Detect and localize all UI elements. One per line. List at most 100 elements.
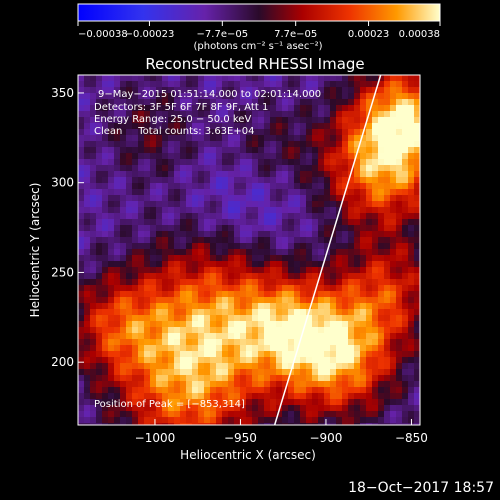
heatmap-cell [186,339,192,345]
heatmap-cell [204,249,210,255]
heatmap-cell [336,309,342,315]
heatmap-cell [78,195,84,201]
heatmap-cell [276,93,282,99]
heatmap-cell [258,201,264,207]
heatmap-cell [210,147,216,153]
heatmap-cell [228,165,234,171]
heatmap-cell [276,243,282,249]
heatmap-cell [258,135,264,141]
heatmap-cell [144,219,150,225]
heatmap-cell [300,363,306,369]
heatmap-cell [84,237,90,243]
heatmap-cell [216,363,222,369]
heatmap-cell [150,255,156,261]
heatmap-cell [150,75,156,81]
heatmap-cell [150,249,156,255]
heatmap-cell [402,351,408,357]
heatmap-cell [216,411,222,417]
heatmap-cell [108,339,114,345]
heatmap-cell [324,309,330,315]
heatmap-cell [108,273,114,279]
heatmap-cell [318,201,324,207]
heatmap-cell [318,297,324,303]
heatmap-cell [114,165,120,171]
heatmap-cell [306,369,312,375]
heatmap-cell [186,279,192,285]
heatmap-cell [330,177,336,183]
heatmap-cell [138,333,144,339]
heatmap-cell [390,159,396,165]
heatmap-cell [306,417,312,423]
heatmap-cell [84,87,90,93]
heatmap-cell [126,411,132,417]
heatmap-cell [192,153,198,159]
heatmap-cell [180,201,186,207]
heatmap-cell [144,177,150,183]
heatmap-cell [96,225,102,231]
heatmap-cell [324,339,330,345]
heatmap-cell [228,363,234,369]
heatmap-cell [372,141,378,147]
heatmap-cell [282,141,288,147]
heatmap-cell [402,171,408,177]
heatmap-cell [390,75,396,81]
heatmap-cell [360,249,366,255]
heatmap-cell [198,165,204,171]
heatmap-cell [402,237,408,243]
heatmap-cell [138,393,144,399]
heatmap-cell [318,309,324,315]
heatmap-cell [354,189,360,195]
heatmap-cell [132,165,138,171]
heatmap-cell [330,141,336,147]
heatmap-cell [354,75,360,81]
heatmap-cell [264,177,270,183]
heatmap-cell [336,297,342,303]
heatmap-cell [216,339,222,345]
heatmap-cell [402,387,408,393]
heatmap-cell [402,207,408,213]
heatmap-cell [258,267,264,273]
heatmap-cell [174,351,180,357]
heatmap-cell [372,381,378,387]
heatmap-cell [348,291,354,297]
heatmap-cell [354,165,360,171]
heatmap-cell [342,261,348,267]
heatmap-cell [360,165,366,171]
heatmap-cell [228,381,234,387]
heatmap-cell [162,117,168,123]
heatmap-cell [354,183,360,189]
heatmap-cell [390,165,396,171]
heatmap-cell [396,237,402,243]
heatmap-cell [384,219,390,225]
heatmap-cell [270,219,276,225]
heatmap-cell [306,285,312,291]
heatmap-cell [108,189,114,195]
heatmap-cell [258,207,264,213]
heatmap-cell [120,399,126,405]
heatmap-cell [120,117,126,123]
heatmap-cell [108,267,114,273]
heatmap-cell [300,183,306,189]
heatmap-cell [144,105,150,111]
heatmap-cell [336,171,342,177]
heatmap-cell [276,291,282,297]
heatmap-cell [222,219,228,225]
heatmap-cell [180,411,186,417]
heatmap-cell [348,315,354,321]
heatmap-cell [90,411,96,417]
heatmap-cell [144,327,150,333]
heatmap-cell [402,189,408,195]
heatmap-cell [318,147,324,153]
heatmap-cell [162,99,168,105]
heatmap-cell [132,75,138,81]
heatmap-cell [240,423,246,425]
heatmap-cell [306,261,312,267]
heatmap-cell [354,99,360,105]
heatmap-cell [366,393,372,399]
heatmap-cell [114,219,120,225]
heatmap-cell [384,333,390,339]
heatmap-cell [366,171,372,177]
heatmap-cell [396,375,402,381]
heatmap-cell [324,237,330,243]
heatmap-cell [282,87,288,93]
